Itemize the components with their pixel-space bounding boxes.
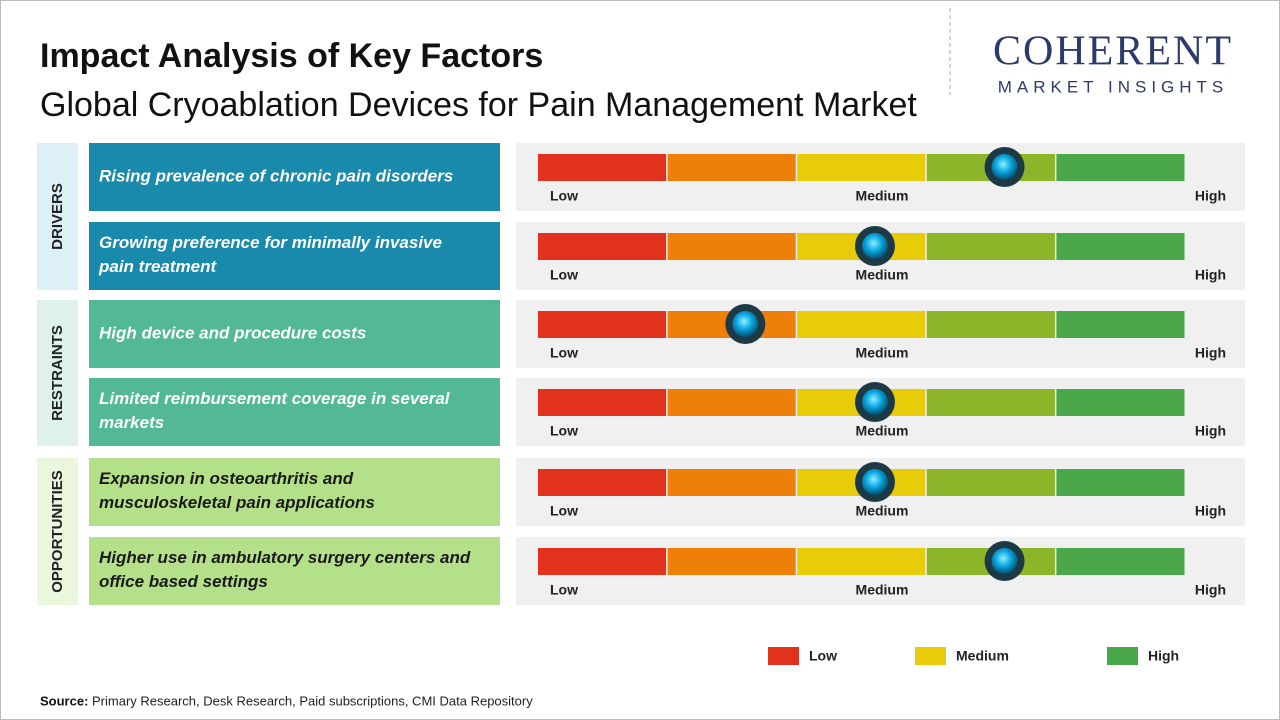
- gauge-label: Low: [550, 503, 578, 519]
- group-box: [37, 143, 78, 290]
- gauge-segment: [667, 469, 796, 496]
- factor-text: Expansion in osteoarthritis and musculosk…: [99, 469, 375, 512]
- gauge-segment: [538, 389, 667, 416]
- knob-core: [861, 233, 888, 259]
- gauge-label: High: [1195, 188, 1226, 204]
- gauge-segment: [1056, 311, 1185, 338]
- gauge-label: High: [1195, 267, 1226, 283]
- gauge-segment: [1056, 233, 1185, 260]
- gauge-segment: [538, 548, 667, 575]
- legend-label: Medium: [956, 648, 1009, 664]
- gauge-segment: [667, 233, 796, 260]
- subtitle: Global Cryoablation Devices for Pain Man…: [40, 86, 917, 124]
- gauge-segment: [797, 548, 926, 575]
- gauge-segment: [926, 233, 1055, 260]
- factor-box: [89, 222, 500, 290]
- knob-core: [991, 154, 1018, 180]
- knob-core: [861, 389, 888, 415]
- gauge-label: High: [1195, 503, 1226, 519]
- legend-swatch: [1107, 647, 1138, 665]
- gauge-segment: [538, 233, 667, 260]
- gauge-segment: [667, 389, 796, 416]
- gauge-segment: [797, 311, 926, 338]
- factor-box: [89, 537, 500, 605]
- impact-knob: [725, 304, 766, 344]
- knob-core: [861, 469, 888, 495]
- group-box: [37, 458, 78, 605]
- group-label: DRIVERS: [49, 183, 66, 250]
- legend-swatch: [768, 647, 799, 665]
- gauge-segment: [538, 154, 667, 181]
- knob-core: [732, 311, 759, 337]
- gauge-label: Low: [550, 267, 578, 283]
- gauge-label: Medium: [856, 267, 909, 283]
- gauge-label: Medium: [856, 503, 909, 519]
- gauge-segment: [797, 154, 926, 181]
- legend-swatch: [915, 647, 946, 665]
- legend-label: Low: [809, 648, 837, 664]
- factor-box: [89, 378, 500, 446]
- factor-text: Higher use in ambulatory surgery centers…: [99, 548, 471, 591]
- impact-knob: [854, 462, 895, 502]
- factor-box: [89, 143, 500, 211]
- gauge-label: High: [1195, 345, 1226, 361]
- factor-text: Limited reimbursement coverage in severa…: [99, 389, 451, 432]
- factor-text: Growing preference for minimally invasiv…: [98, 233, 442, 276]
- knob-core: [991, 548, 1018, 574]
- factor-box: [89, 458, 500, 526]
- gauge-segment: [1056, 154, 1185, 181]
- gauge-segment: [1056, 548, 1185, 575]
- factor-text: Rising prevalence of chronic pain disord…: [99, 166, 453, 185]
- gauge-segment: [926, 389, 1055, 416]
- factor-text: High device and procedure costs: [99, 323, 366, 342]
- group-label: RESTRAINTS: [49, 325, 66, 421]
- factor-box: [89, 300, 500, 368]
- source-text: Primary Research, Desk Research, Paid su…: [92, 693, 533, 708]
- gauge-label: High: [1195, 582, 1226, 598]
- legend-label: High: [1148, 648, 1179, 664]
- impact-knob: [984, 541, 1025, 581]
- gauge-label: Low: [550, 423, 578, 439]
- gauge-label: Medium: [856, 582, 909, 598]
- impact-knob: [854, 382, 895, 422]
- logo-name: COHERENT: [993, 29, 1233, 75]
- gauge-label: Medium: [856, 345, 909, 361]
- gauge-segment: [1056, 469, 1185, 496]
- impact-knob: [984, 147, 1025, 187]
- gauge-label: Low: [550, 188, 578, 204]
- title: Impact Analysis of Key Factors: [40, 37, 543, 75]
- gauge-segment: [926, 311, 1055, 338]
- gauge-label: High: [1195, 423, 1226, 439]
- logo-tagline: MARKET INSIGHTS: [998, 77, 1229, 96]
- gauge-segment: [1056, 389, 1185, 416]
- gauge-segment: [926, 469, 1055, 496]
- gauge-label: Medium: [856, 423, 909, 439]
- gauge-segment: [538, 469, 667, 496]
- gauge-label: Low: [550, 345, 578, 361]
- gauge-segment: [538, 311, 667, 338]
- source-label: Source:: [40, 693, 88, 708]
- gauge-segment: [667, 154, 796, 181]
- gauge-label: Medium: [856, 188, 909, 204]
- group-label: OPPORTUNITIES: [49, 470, 66, 593]
- gauge-segment: [667, 548, 796, 575]
- group-box: [37, 300, 78, 446]
- impact-knob: [854, 226, 895, 266]
- gauge-label: Low: [550, 582, 578, 598]
